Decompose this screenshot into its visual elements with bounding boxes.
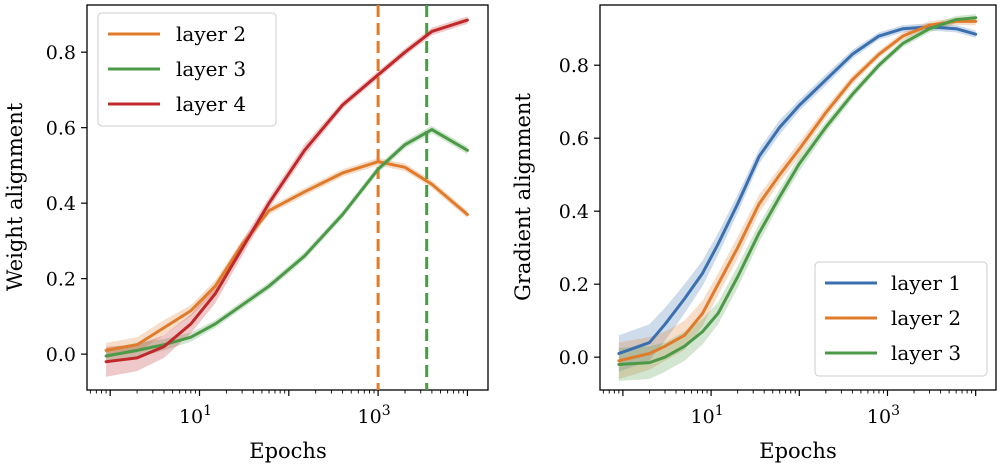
right-x-ticks: 101 103 xyxy=(602,390,977,428)
left-x-axis-label: Epochs xyxy=(249,439,326,463)
left-legend-label-layer-3: layer 3 xyxy=(176,57,246,81)
left-x-tick-exponent: 3 xyxy=(382,403,391,419)
right-y-axis-label: Gradient alignment xyxy=(511,93,535,301)
right-line-layer-2 xyxy=(617,19,978,363)
left-legend-label-layer-2: layer 2 xyxy=(176,22,246,46)
right-x-tick-exponent: 3 xyxy=(891,403,900,419)
right-legend-label-layer-1: layer 1 xyxy=(891,271,961,295)
right-x-tick-exponent: 1 xyxy=(715,403,724,419)
left-y-tick-label: 0.0 xyxy=(46,344,76,366)
right-line-layer-1 xyxy=(617,25,978,356)
left-x-tick-label: 101 xyxy=(179,403,212,428)
right-y-tick-label: 0.2 xyxy=(559,274,589,296)
left-x-ticks: 101 103 xyxy=(89,390,469,428)
right-band-layer-2 xyxy=(618,17,976,380)
left-series-lines xyxy=(104,18,469,364)
right-y-tick-label: 0.6 xyxy=(559,128,589,150)
left-line-layer-2 xyxy=(104,160,469,352)
left-y-axis-label: Weight alignment xyxy=(3,102,27,291)
left-y-tick-label: 0.4 xyxy=(46,193,76,215)
right-y-ticks: 0.0 0.2 0.4 0.6 0.8 xyxy=(559,55,600,369)
right-chart-panel: 0.00.20.40.60.8 101 103 Epochs Gradient a… xyxy=(511,4,997,463)
right-legend-label-layer-2: layer 2 xyxy=(891,306,961,330)
right-x-tick-label: 103 xyxy=(867,403,900,428)
left-confidence-bands xyxy=(106,16,468,377)
right-x-tick-base: 10 xyxy=(867,406,891,428)
right-x-tick-base: 10 xyxy=(691,406,715,428)
left-line-layer-3 xyxy=(104,128,469,358)
left-band-layer-2 xyxy=(106,157,468,358)
left-y-tick-label: 0.2 xyxy=(46,269,76,291)
left-chart-panel: 0.00.20.40.60.8 101 103 Epochs Weight ali… xyxy=(3,4,489,463)
left-vertical-markers xyxy=(376,5,429,390)
right-x-tick-label: 101 xyxy=(691,403,724,428)
left-y-tick-label: 0.6 xyxy=(46,118,76,140)
left-x-tick-base: 10 xyxy=(179,406,203,428)
right-legend-label-layer-3: layer 3 xyxy=(891,341,961,365)
left-x-tick-base: 10 xyxy=(358,406,382,428)
right-line-layer-3 xyxy=(617,16,978,366)
left-plot-frame xyxy=(86,4,489,391)
left-y-ticks: 0.0 0.2 0.4 0.6 0.8 xyxy=(46,42,87,366)
left-legend-box xyxy=(97,12,277,127)
right-y-tick-label: 0.8 xyxy=(559,55,589,77)
left-line-layer-4 xyxy=(104,18,469,364)
right-y-tick-label: 0.4 xyxy=(559,201,589,223)
left-legend-label-layer-4: layer 4 xyxy=(176,92,246,116)
left-x-tick-exponent: 1 xyxy=(203,403,212,419)
right-plot-frame xyxy=(599,4,997,391)
right-series-lines xyxy=(617,16,978,366)
right-legend-box xyxy=(814,261,988,377)
left-y-tick-label: 0.8 xyxy=(46,42,76,64)
right-x-axis-label: Epochs xyxy=(759,439,836,463)
right-y-tick-label: 0.0 xyxy=(559,347,589,369)
left-legend: layer 2 layer 3 layer 4 xyxy=(97,12,277,127)
right-legend: layer 1 layer 2 layer 3 xyxy=(814,261,988,377)
left-x-tick-label: 103 xyxy=(358,403,391,428)
